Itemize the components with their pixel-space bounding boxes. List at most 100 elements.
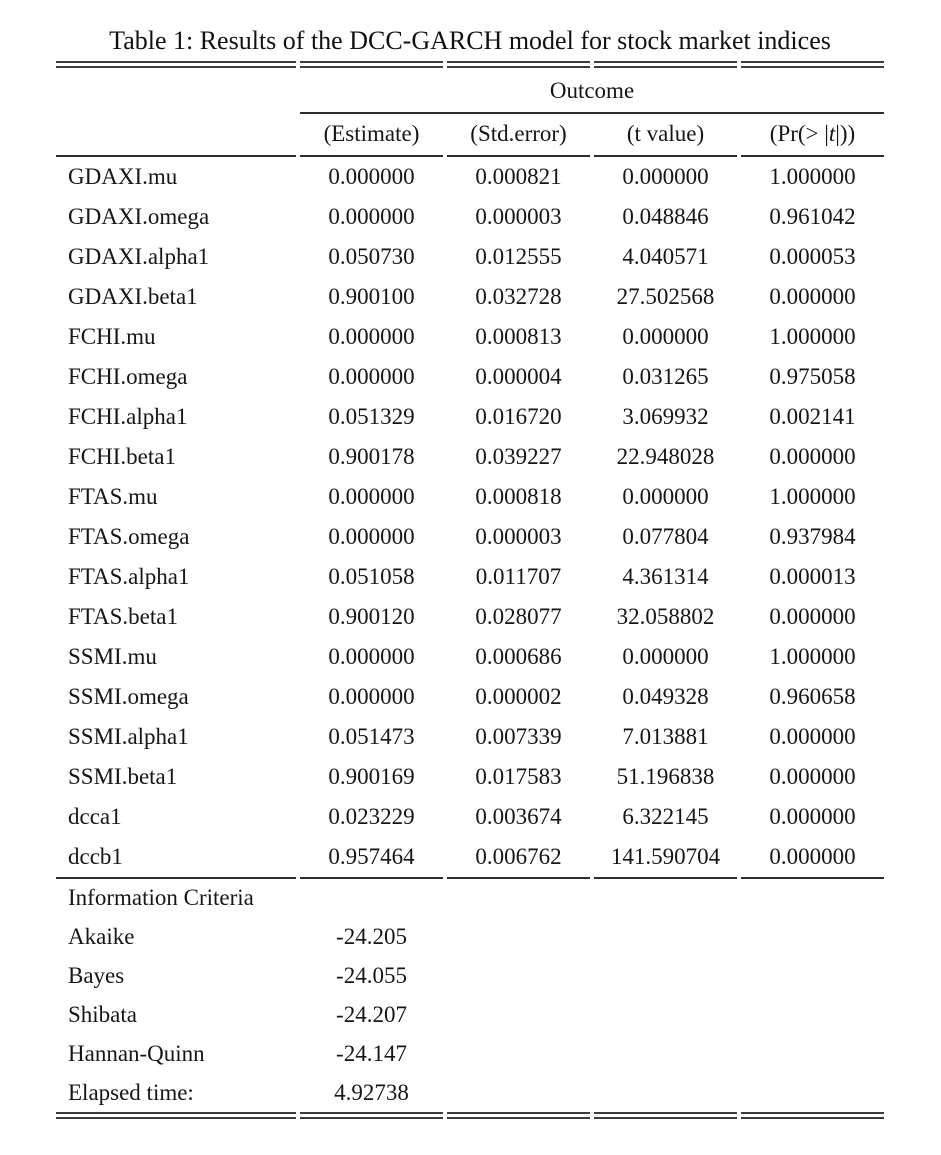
results-table: Outcome (Estimate) (Std.error) (t value)…: [52, 61, 888, 1119]
column-header-estimate: (Estimate): [300, 114, 443, 157]
cell-value: 0.003674: [475, 804, 562, 829]
cell-value: 0.000813: [475, 324, 562, 349]
empty-cell: [741, 1073, 884, 1112]
cell-value: 0.011707: [475, 564, 562, 589]
criteria-header-row: Information Criteria: [56, 877, 884, 917]
cell-value: 0.960658: [769, 684, 856, 709]
criteria-label: Akaike: [68, 923, 135, 949]
cell-value: 0.077804: [622, 524, 709, 549]
cell-value: 0.937984: [769, 524, 856, 549]
row-label: GDAXI.beta1: [68, 284, 198, 309]
cell-value: 0.000000: [769, 724, 856, 749]
cell-value: 0.039227: [475, 444, 562, 469]
criteria-value: -24.055: [336, 962, 407, 988]
table-row: FTAS.beta1 0.900120 0.028077 32.058802 0.000…: [56, 597, 884, 637]
cell-value: 141.590704: [610, 844, 721, 869]
cell-value: 0.000000: [769, 764, 856, 789]
cell-value: 0.051473: [328, 724, 415, 749]
cell-value: 0.006762: [475, 844, 562, 869]
group-header-outcome: Outcome: [300, 68, 884, 114]
cell-value: 1.000000: [769, 644, 856, 669]
empty-cell: [594, 956, 737, 995]
criteria-row: Hannan-Quinn -24.147: [56, 1034, 884, 1073]
rule-segment: [300, 1112, 443, 1119]
cell-value: 0.002141: [769, 404, 856, 429]
rule-segment: [300, 61, 443, 68]
cell-value: 0.000003: [475, 524, 562, 549]
criteria-value: 4.92738: [334, 1079, 409, 1105]
cell-value: 0.975058: [769, 364, 856, 389]
row-label: FTAS.beta1: [68, 604, 178, 629]
rule-double-top: [56, 61, 884, 68]
table-row: dccb1 0.957464 0.006762 141.590704 0.000000: [56, 837, 884, 877]
empty-cell: [594, 1073, 737, 1112]
table-row: FCHI.beta1 0.900178 0.039227 22.948028 0.000…: [56, 437, 884, 477]
table-row: SSMI.mu 0.000000 0.000686 0.000000 1.000000: [56, 637, 884, 677]
pr-header-t: t: [828, 121, 836, 146]
cell-value: 0.007339: [475, 724, 562, 749]
cell-value: 27.502568: [616, 284, 715, 309]
empty-cell: [594, 877, 737, 917]
rule-segment: [56, 1112, 296, 1119]
rule-segment: [741, 1112, 884, 1119]
param-rows: GDAXI.mu 0.000000 0.000821 0.000000 1.000000…: [56, 157, 884, 877]
criteria-label: Hannan-Quinn: [68, 1040, 205, 1066]
cell-value: 3.069932: [622, 404, 709, 429]
column-header-pr: (Pr(> |t|)): [741, 114, 884, 157]
cell-value: 22.948028: [616, 444, 715, 469]
column-header-stderror: (Std.error): [447, 114, 590, 157]
row-label: dcca1: [68, 804, 122, 829]
row-label: GDAXI.omega: [68, 204, 210, 229]
cell-value: 0.048846: [622, 204, 709, 229]
rule-segment: [594, 61, 737, 68]
cell-value: 0.000000: [622, 644, 709, 669]
table-row: FTAS.alpha1 0.051058 0.011707 4.361314 0.000…: [56, 557, 884, 597]
cell-value: 0.000821: [475, 164, 562, 189]
empty-cell: [447, 995, 590, 1034]
cell-value: 0.900100: [328, 284, 415, 309]
cell-value: 0.000000: [328, 364, 415, 389]
cell-value: 4.040571: [622, 244, 709, 269]
cell-value: 0.049328: [622, 684, 709, 709]
criteria-value: -24.207: [336, 1001, 407, 1027]
header-section: Outcome (Estimate) (Std.error) (t value)…: [56, 61, 884, 157]
row-label: SSMI.alpha1: [68, 724, 189, 749]
empty-cell: [594, 917, 737, 956]
cell-value: 0.031265: [622, 364, 709, 389]
criteria-label: Bayes: [68, 962, 125, 988]
cell-value: 0.000000: [328, 684, 415, 709]
rule-double-bottom: [56, 1112, 884, 1119]
cell-value: 0.000013: [769, 564, 856, 589]
row-label: SSMI.mu: [68, 644, 157, 669]
table-row: GDAXI.alpha1 0.050730 0.012555 4.040571 0.00…: [56, 237, 884, 277]
rule-segment: [447, 1112, 590, 1119]
cell-value: 0.900120: [328, 604, 415, 629]
cell-value: 0.000000: [328, 164, 415, 189]
cell-value: 0.000002: [475, 684, 562, 709]
cell-value: 6.322145: [622, 804, 709, 829]
row-label: FTAS.mu: [68, 484, 158, 509]
row-label: FCHI.beta1: [68, 444, 176, 469]
cell-value: 0.000000: [328, 644, 415, 669]
table-caption: Table 1: Results of the DCC-GARCH model …: [109, 26, 831, 55]
cell-value: 0.000000: [622, 484, 709, 509]
row-label: SSMI.beta1: [68, 764, 178, 789]
page: Table 1: Results of the DCC-GARCH model …: [52, 26, 888, 1119]
empty-cell: [741, 917, 884, 956]
cell-value: 0.000000: [328, 204, 415, 229]
cell-value: 0.000000: [328, 484, 415, 509]
criteria-value: -24.205: [336, 923, 407, 949]
empty-cell: [447, 1073, 590, 1112]
empty-cell: [594, 1034, 737, 1073]
cell-value: 0.900178: [328, 444, 415, 469]
empty-cell: [741, 995, 884, 1034]
row-label: dccb1: [68, 844, 123, 869]
cell-value: 0.012555: [475, 244, 562, 269]
row-label: SSMI.omega: [68, 684, 189, 709]
table-row: SSMI.beta1 0.900169 0.017583 51.196838 0.000…: [56, 757, 884, 797]
cell-value: 0.000000: [769, 844, 856, 869]
empty-cell: [741, 877, 884, 917]
table-row: GDAXI.beta1 0.900100 0.032728 27.502568 0.00…: [56, 277, 884, 317]
cell-value: 0.000004: [475, 364, 562, 389]
cell-value: 0.957464: [328, 844, 415, 869]
